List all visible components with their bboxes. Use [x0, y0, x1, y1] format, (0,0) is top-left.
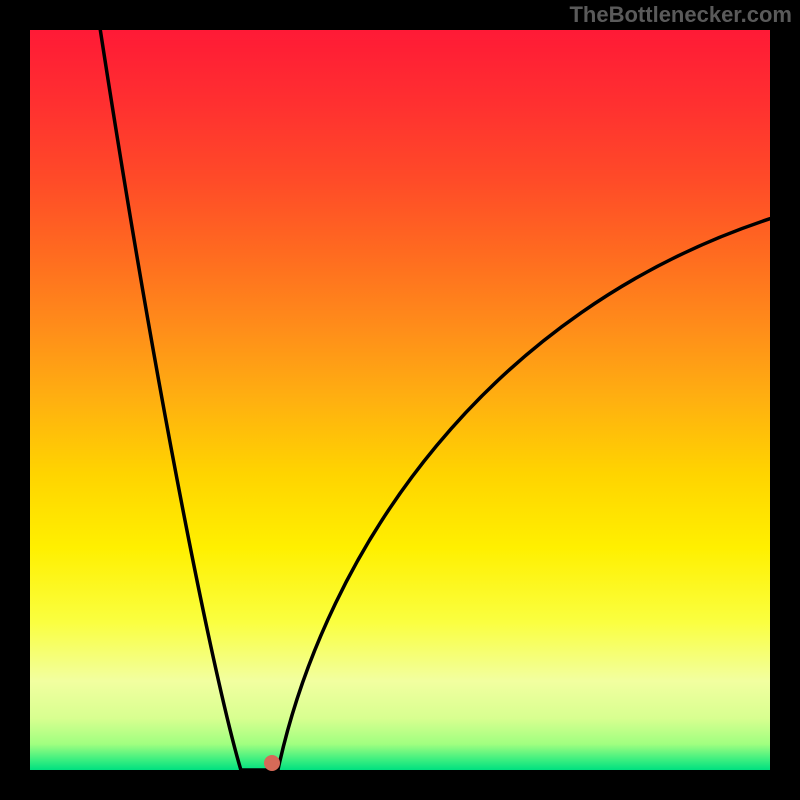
watermark-text: TheBottlenecker.com: [569, 2, 792, 28]
chart-container: TheBottlenecker.com: [0, 0, 800, 800]
optimal-point-marker: [264, 755, 280, 771]
bottleneck-chart: [0, 0, 800, 800]
plot-gradient-background: [30, 30, 770, 770]
